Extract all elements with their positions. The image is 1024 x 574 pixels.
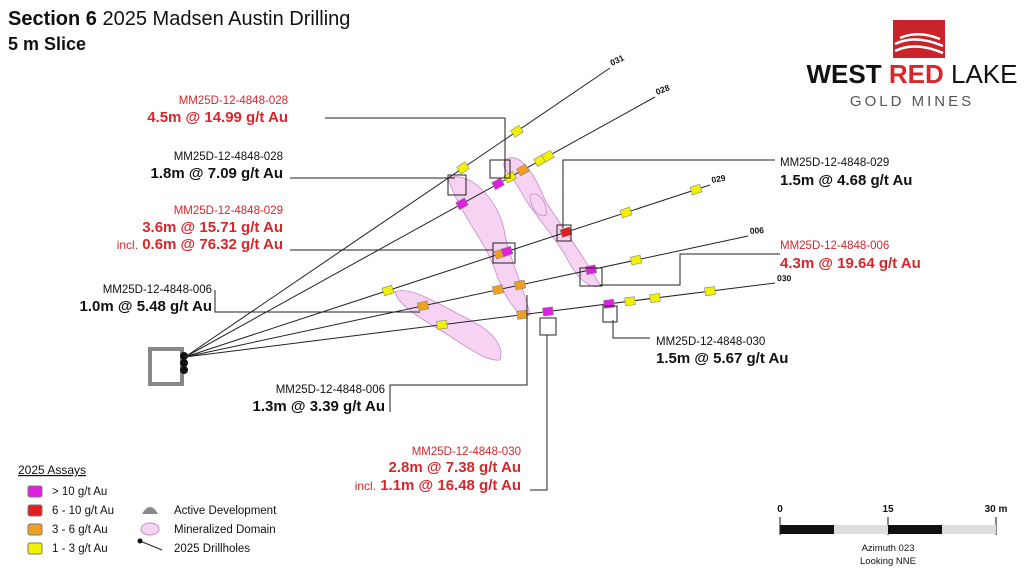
interval: 2.8m @ 7.38 g/t Au bbox=[389, 459, 521, 476]
assay-interval bbox=[455, 197, 469, 211]
assay-interval bbox=[516, 163, 530, 177]
interval: 1.3m @ 3.39 g/t Au bbox=[253, 398, 385, 415]
assay-interval bbox=[491, 284, 505, 296]
looking: Looking NNE bbox=[860, 556, 916, 567]
assay-interval bbox=[542, 306, 554, 317]
drillhole-label: 006 bbox=[749, 225, 764, 236]
legend-item: 2025 Drillholes bbox=[174, 543, 250, 555]
assay-interval bbox=[541, 149, 555, 163]
drillhole bbox=[184, 67, 611, 358]
legend-item: Mineralized Domain bbox=[174, 524, 276, 536]
assay-interval bbox=[513, 279, 527, 291]
drillhole-label: 028 bbox=[654, 82, 671, 97]
title: Section 6 2025 Madsen Austin Drilling bbox=[8, 8, 350, 30]
incl: 1.1m @ 16.48 g/t Au bbox=[380, 477, 521, 494]
title-bold: Section 6 bbox=[8, 8, 97, 30]
active-development bbox=[148, 347, 188, 386]
assay-interval bbox=[491, 177, 505, 191]
drillhole-label: 030 bbox=[777, 273, 792, 283]
logo-tagline: GOLD MINES bbox=[850, 93, 974, 110]
incl: 0.6m @ 76.32 g/t Au bbox=[142, 236, 283, 253]
assay-interval bbox=[381, 284, 395, 297]
interval: 1.5m @ 5.67 g/t Au bbox=[656, 350, 788, 367]
legend: 2025 Assays > 10 g/t Au 6 - 10 g/t Au 3 … bbox=[18, 463, 277, 555]
incl-prefix: incl. bbox=[355, 479, 376, 493]
hole-id: MM25D-12-4848-030 bbox=[656, 336, 765, 348]
assay-interval bbox=[584, 264, 598, 276]
hole-id: MM25D-12-4848-028 bbox=[179, 95, 288, 107]
legend-item: 3 - 6 g/t Au bbox=[52, 524, 108, 536]
assay-interval bbox=[689, 183, 703, 196]
assay-interval bbox=[416, 300, 430, 312]
legend-item: 1 - 3 g/t Au bbox=[52, 543, 108, 555]
drillhole-label: 031 bbox=[608, 52, 625, 67]
logo-word: LAKE bbox=[951, 59, 1018, 89]
drillhole bbox=[184, 282, 776, 358]
assay-interval bbox=[456, 161, 470, 175]
legend-item: > 10 g/t Au bbox=[52, 486, 107, 498]
interval: 1.8m @ 7.09 g/t Au bbox=[151, 165, 283, 182]
assay-interval bbox=[510, 124, 524, 138]
assay-interval bbox=[649, 293, 661, 303]
drillhole-label: 029 bbox=[711, 173, 727, 185]
logo: WEST RED LAKE GOLD MINES bbox=[807, 20, 1018, 110]
drillhole bbox=[184, 235, 749, 358]
interval: 1.0m @ 5.48 g/t Au bbox=[80, 298, 212, 315]
scale-label: 0 bbox=[777, 504, 783, 515]
assay-interval bbox=[619, 206, 633, 219]
hole-id: MM25D-12-4848-006 bbox=[103, 284, 212, 296]
interval: 3.6m @ 15.71 g/t Au bbox=[142, 219, 283, 236]
legend-item: 6 - 10 g/t Au bbox=[52, 505, 114, 517]
scale-bar: 0 15 30 m Azimuth 023 Looking NNE bbox=[777, 504, 1007, 567]
interval: 4.3m @ 19.64 g/t Au bbox=[780, 255, 921, 272]
assay-interval bbox=[704, 286, 716, 297]
hole-id: MM25D-12-4848-006 bbox=[276, 384, 385, 396]
assay-interval bbox=[436, 319, 448, 330]
legend-title: 2025 Assays bbox=[18, 463, 86, 477]
scale-label: 30 m bbox=[985, 504, 1008, 515]
scale-label: 15 bbox=[882, 504, 894, 515]
subtitle: 5 m Slice bbox=[8, 34, 86, 54]
assay-interval bbox=[624, 296, 636, 307]
callouts: MM25D-12-4848-028 4.5m @ 14.99 g/t Au MM… bbox=[80, 95, 921, 494]
assay-interval bbox=[516, 309, 528, 320]
incl-line: incl. 1.1m @ 16.48 g/t Au bbox=[355, 477, 521, 494]
hole-id: MM25D-12-4848-006 bbox=[780, 240, 889, 252]
callout-leaders bbox=[214, 117, 780, 491]
legend-item: Active Development bbox=[174, 505, 277, 517]
drillhole bbox=[184, 96, 656, 358]
title-text: 2025 Madsen Austin Drilling bbox=[102, 8, 350, 30]
incl-prefix: incl. bbox=[117, 238, 138, 252]
logo-word: RED bbox=[889, 59, 944, 89]
azimuth: Azimuth 023 bbox=[862, 543, 915, 554]
interval: 4.5m @ 14.99 g/t Au bbox=[147, 109, 288, 126]
hole-id: MM25D-12-4848-029 bbox=[780, 157, 889, 169]
incl-line: incl. 0.6m @ 76.32 g/t Au bbox=[117, 236, 283, 253]
hole-id: MM25D-12-4848-028 bbox=[174, 151, 283, 163]
assay-interval bbox=[629, 254, 643, 266]
assay-interval bbox=[603, 298, 615, 309]
hole-id: MM25D-12-4848-030 bbox=[412, 446, 521, 458]
logo-word: WEST bbox=[807, 59, 882, 89]
assay-interval bbox=[500, 245, 514, 258]
interval: 1.5m @ 4.68 g/t Au bbox=[780, 172, 912, 189]
hole-id: MM25D-12-4848-029 bbox=[174, 205, 283, 217]
logo-text: WEST RED LAKE bbox=[807, 59, 1018, 89]
